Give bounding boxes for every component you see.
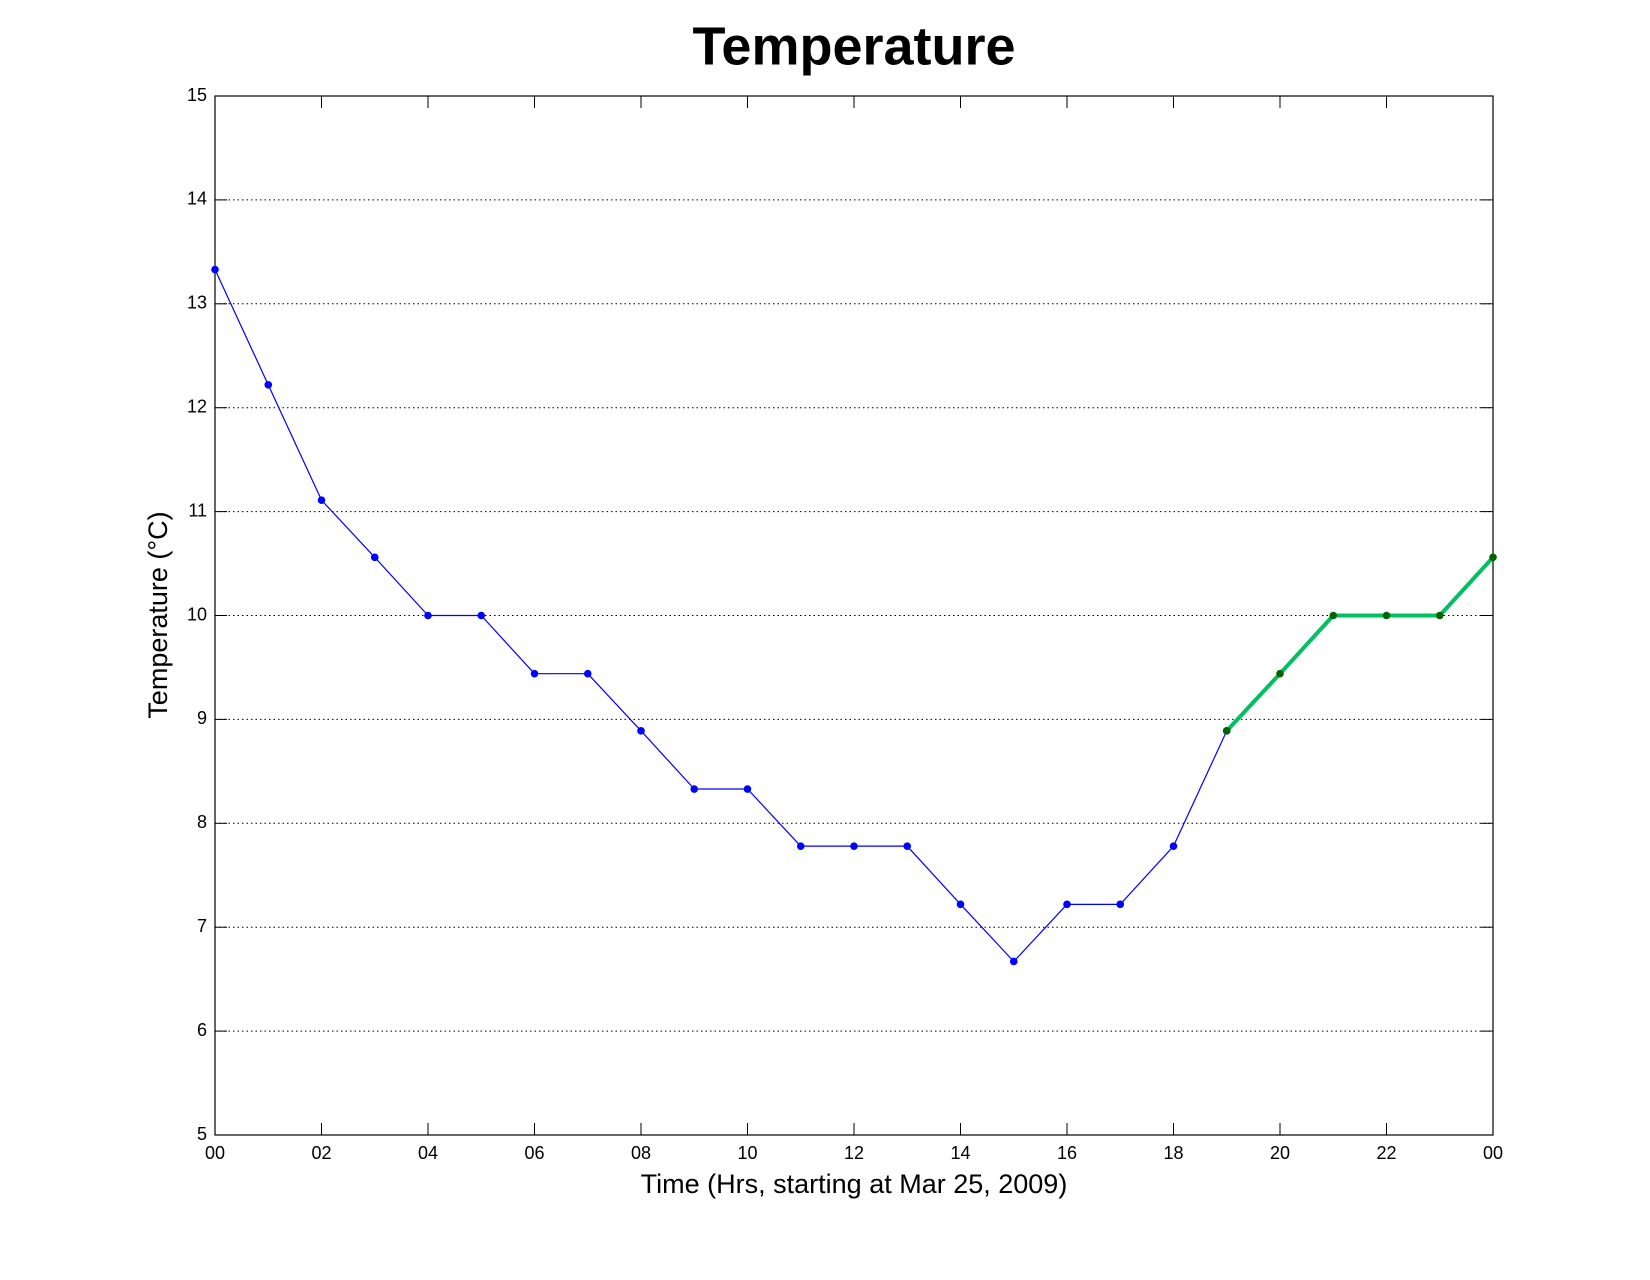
y-axis-label: Temperature (°C)	[143, 511, 173, 718]
x-tick-label: 08	[631, 1143, 651, 1163]
data-point	[1222, 727, 1231, 735]
y-tick-label: 6	[197, 1020, 207, 1040]
x-tick-label: 16	[1057, 1143, 1077, 1163]
data-point	[1382, 611, 1391, 620]
x-axis-label: Time (Hrs, starting at Mar 25, 2009)	[641, 1169, 1068, 1199]
y-tick-label: 12	[187, 396, 207, 416]
y-tick-label: 15	[187, 85, 207, 105]
x-tick-label: 04	[418, 1143, 438, 1163]
x-tick-label: 06	[524, 1143, 544, 1163]
x-tick-label: 22	[1376, 1143, 1396, 1163]
data-point	[211, 265, 219, 274]
data-point	[637, 727, 645, 735]
data-point	[424, 611, 432, 620]
x-tick-label: 18	[1163, 1143, 1183, 1163]
data-point	[1329, 611, 1338, 620]
data-point	[850, 842, 858, 850]
y-tick-label: 10	[187, 604, 207, 624]
y-tick-label: 11	[188, 500, 207, 520]
data-point	[1116, 900, 1125, 909]
data-point	[477, 611, 486, 620]
data-point	[743, 785, 752, 793]
x-tick-label: 10	[737, 1143, 757, 1163]
data-point	[530, 669, 539, 678]
x-tick-label: 02	[311, 1143, 331, 1163]
y-tick-label: 9	[197, 708, 207, 728]
x-tick-label: 00	[205, 1143, 225, 1163]
data-point	[1169, 842, 1178, 850]
data-point	[370, 553, 379, 562]
data-point	[1276, 669, 1284, 678]
data-point	[903, 842, 912, 850]
chart-title: Temperature	[692, 16, 1015, 76]
data-point	[317, 496, 326, 504]
y-tick-label: 13	[187, 293, 207, 313]
x-tick-label: 00	[1483, 1143, 1503, 1163]
x-tick-label: 14	[950, 1143, 970, 1163]
data-point	[690, 785, 699, 793]
x-tick-label: 20	[1270, 1143, 1290, 1163]
y-tick-label: 7	[197, 916, 207, 936]
series-line	[1225, 555, 1495, 733]
series-line	[214, 269, 1228, 963]
y-tick-label: 5	[197, 1124, 207, 1144]
data-point	[264, 381, 273, 389]
data-point	[796, 842, 805, 850]
data-point	[583, 669, 592, 678]
data-point	[956, 900, 965, 909]
plot-frame	[214, 95, 1494, 1136]
y-tick-label: 8	[197, 812, 207, 832]
data-point	[1435, 611, 1444, 620]
y-tick-label: 14	[187, 189, 207, 209]
data-point	[1009, 957, 1018, 966]
x-tick-label: 12	[844, 1143, 864, 1163]
data-point	[1489, 553, 1497, 562]
data-point	[1063, 900, 1071, 909]
